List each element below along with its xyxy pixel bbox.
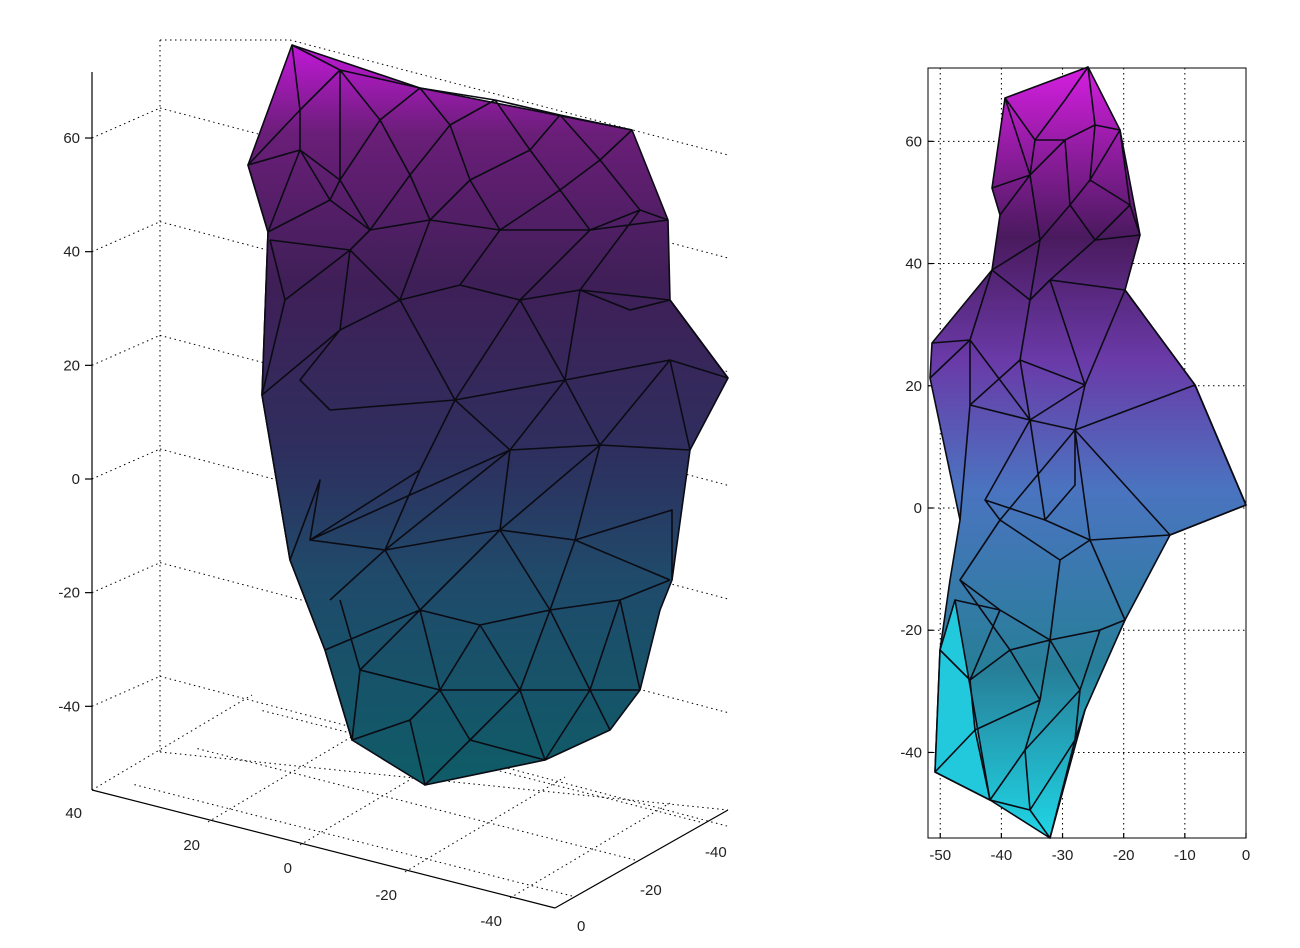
- x-tick-label-2d: -30: [1052, 847, 1074, 864]
- y-tick-label: -40: [705, 844, 727, 861]
- x-tick-label: 20: [183, 837, 200, 854]
- z-tick-label: 40: [63, 244, 80, 261]
- y-tick-label-2d: 40: [905, 256, 922, 273]
- surface-3d-body: [247, 44, 729, 786]
- y-tick-label-2d: 60: [905, 133, 922, 150]
- y-tick-label-2d: -40: [900, 744, 922, 761]
- x-tick-label: 40: [65, 805, 82, 822]
- z-tick-label: -20: [58, 585, 80, 602]
- y-tick-label-2d: -20: [900, 622, 922, 639]
- y-tick-label-2d: 20: [905, 378, 922, 395]
- surface-3d: [247, 44, 729, 786]
- y-tick-labels-2d: 60 40 20 0 -20 -40: [900, 133, 933, 761]
- y-tick-label: -20: [640, 882, 662, 899]
- axes-3d: 60 40 20 0 -20 -40 40 20 0 -20 -40 -40 -20 0: [58, 39, 729, 935]
- x-tick-label-2d: -10: [1174, 847, 1196, 864]
- x-tick-label-2d: -40: [991, 847, 1013, 864]
- x-tick-labels-2d: -50 -40 -30 -20 -10 0: [929, 833, 1250, 864]
- x-tick-label-2d: -50: [929, 847, 951, 864]
- z-tick-label: 0: [72, 471, 80, 488]
- z-tick-label: 20: [63, 357, 80, 374]
- z-tick-label: -40: [58, 698, 80, 715]
- z-tick-labels: 60 40 20 0 -20 -40: [58, 130, 92, 715]
- x-axis-line: [91, 789, 556, 909]
- x-tick-label-2d: -20: [1113, 847, 1135, 864]
- x-tick-label: -20: [375, 887, 397, 904]
- z-tick-label: 60: [63, 130, 80, 147]
- x-tick-label-2d: 0: [1242, 847, 1250, 864]
- y-tick-label-2d: 0: [914, 500, 922, 517]
- y-tick-label: 0: [577, 918, 585, 935]
- y-tick-labels: -40 -20 0: [577, 844, 727, 935]
- x-tick-label: 0: [284, 860, 292, 877]
- x-tick-labels: 40 20 0 -20 -40: [65, 805, 502, 930]
- x-tick-label: -40: [480, 913, 502, 930]
- y-axis-line: [554, 809, 729, 909]
- surface-2d: [929, 66, 1247, 839]
